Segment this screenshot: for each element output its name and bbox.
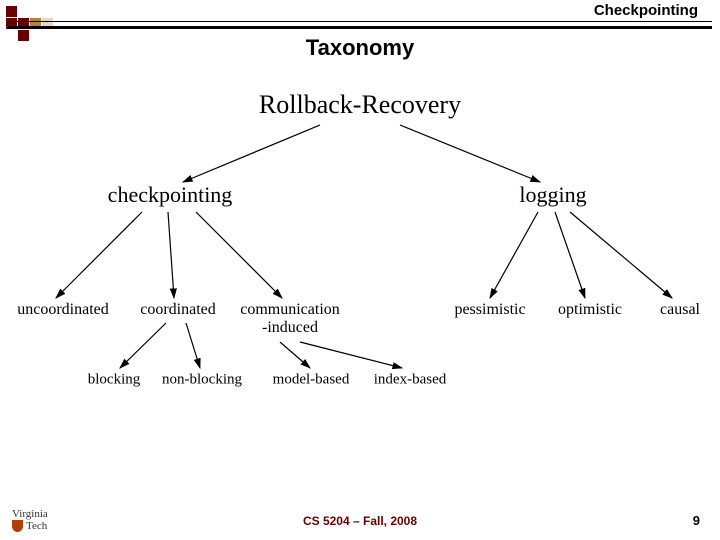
vt-logo: Virginia Tech bbox=[12, 509, 48, 532]
tree-node-causal: causal bbox=[660, 301, 700, 319]
tree-node-comm2: -induced bbox=[262, 319, 318, 337]
arrow-layer bbox=[0, 0, 720, 540]
slide-root: Checkpointing Taxonomy Rollback-Recovery… bbox=[0, 0, 720, 540]
vt-shield-icon bbox=[12, 520, 23, 532]
header-rule bbox=[8, 21, 712, 29]
footer-course: CS 5204 – Fall, 2008 bbox=[0, 514, 720, 528]
page-label: Checkpointing bbox=[594, 2, 698, 19]
tree-node-uncoord: uncoordinated bbox=[17, 301, 109, 319]
tree-node-nonblocking: non-blocking bbox=[162, 372, 242, 389]
vt-logo-line2: Tech bbox=[26, 521, 47, 532]
tree-node-model: model-based bbox=[273, 372, 350, 389]
tree-node-coord: coordinated bbox=[140, 301, 216, 319]
tree-node-log: logging bbox=[519, 182, 586, 208]
tree-node-blocking: blocking bbox=[88, 372, 141, 389]
slide-title: Taxonomy bbox=[0, 35, 720, 61]
tree-node-index: index-based bbox=[374, 372, 446, 389]
tree-node-comm1: communication bbox=[240, 301, 340, 319]
footer-page-number: 9 bbox=[693, 513, 700, 528]
tree-node-check: checkpointing bbox=[108, 182, 233, 208]
tree-node-pess: pessimistic bbox=[454, 301, 525, 319]
vt-logo-line1: Virginia bbox=[12, 509, 48, 520]
tree-node-opt: optimistic bbox=[558, 301, 622, 319]
tree-node-root: Rollback-Recovery bbox=[259, 90, 461, 120]
